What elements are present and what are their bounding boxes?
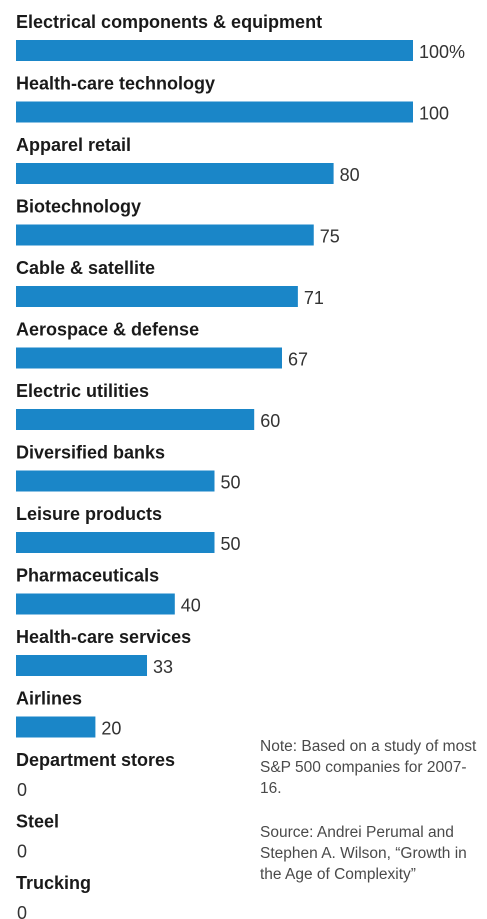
bar-electrical-components-and-equipment	[16, 40, 413, 61]
bar-apparel-retail	[16, 163, 334, 184]
value-label-department-stores: 0	[17, 780, 27, 800]
category-label-diversified-banks: Diversified banks	[16, 443, 165, 463]
value-label-biotechnology: 75	[320, 227, 340, 247]
value-label-electric-utilities: 60	[260, 411, 280, 431]
bar-diversified-banks	[16, 470, 215, 492]
bar-pharmaceuticals	[16, 593, 175, 615]
category-label-electric-utilities: Electric utilities	[16, 381, 149, 401]
value-label-airlines: 20	[101, 719, 121, 739]
category-label-health-care-technology: Health-care technology	[16, 74, 215, 94]
value-label-apparel-retail: 80	[340, 165, 360, 185]
category-label-health-care-services: Health-care services	[16, 627, 191, 647]
category-label-department-stores: Department stores	[16, 750, 175, 770]
category-label-apparel-retail: Apparel retail	[16, 135, 131, 155]
category-label-cable-and-satellite: Cable & satellite	[16, 258, 155, 278]
chart-note: Note: Based on a study of most S&P 500 c…	[260, 738, 477, 797]
category-label-airlines: Airlines	[16, 689, 82, 709]
value-label-diversified-banks: 50	[221, 473, 241, 493]
value-label-steel: 0	[17, 842, 27, 862]
value-label-trucking: 0	[17, 903, 27, 919]
value-label-aerospace-and-defense: 67	[288, 350, 308, 370]
category-label-biotechnology: Biotechnology	[16, 197, 141, 217]
bar-biotechnology	[16, 224, 314, 246]
category-label-pharmaceuticals: Pharmaceuticals	[16, 566, 159, 586]
category-label-aerospace-and-defense: Aerospace & defense	[16, 320, 199, 340]
value-label-cable-and-satellite: 71	[304, 288, 324, 308]
category-label-steel: Steel	[16, 812, 59, 832]
category-label-trucking: Trucking	[16, 873, 91, 893]
chart-source: Source: Andrei Perumal and Stephen A. Wi…	[260, 824, 467, 883]
value-label-health-care-services: 33	[153, 657, 173, 677]
bar-health-care-technology	[16, 101, 413, 123]
value-label-health-care-technology: 100	[419, 104, 449, 124]
bar-airlines	[16, 716, 96, 738]
bar-cable-and-satellite	[16, 286, 298, 307]
value-label-pharmaceuticals: 40	[181, 596, 201, 616]
bar-health-care-services	[16, 655, 148, 676]
category-label-electrical-components-and-equipment: Electrical components & equipment	[16, 12, 322, 32]
value-label-leisure-products: 50	[221, 534, 241, 554]
bar-electric-utilities	[16, 409, 255, 430]
value-label-electrical-components-and-equipment: 100%	[419, 42, 465, 62]
category-label-leisure-products: Leisure products	[16, 504, 162, 524]
bar-aerospace-and-defense	[16, 347, 282, 369]
bar-leisure-products	[16, 532, 215, 553]
